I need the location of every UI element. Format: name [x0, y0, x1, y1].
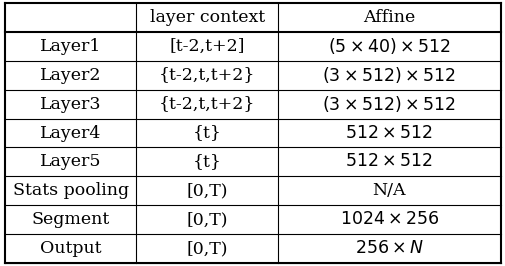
Text: [t-2,t+2]: [t-2,t+2] — [169, 38, 244, 55]
Text: N/A: N/A — [372, 182, 406, 200]
Text: Output: Output — [40, 240, 102, 257]
Text: $512 \times 512$: $512 \times 512$ — [345, 124, 432, 142]
Text: $(3 \times 512) \times 512$: $(3 \times 512) \times 512$ — [322, 65, 456, 85]
Text: Segment: Segment — [32, 211, 110, 228]
Text: Layer1: Layer1 — [40, 38, 101, 55]
Text: $256 \times N$: $256 \times N$ — [354, 240, 423, 257]
Text: $(5 \times 40) \times 512$: $(5 \times 40) \times 512$ — [327, 36, 450, 56]
Text: Layer5: Layer5 — [40, 153, 102, 171]
Text: Layer4: Layer4 — [40, 124, 101, 142]
Text: {t-2,t,t+2}: {t-2,t,t+2} — [159, 95, 255, 113]
Text: {t}: {t} — [192, 124, 221, 142]
Text: [0,T): [0,T) — [186, 211, 227, 228]
Text: $1024 \times 256$: $1024 \times 256$ — [339, 211, 438, 228]
Text: $(3 \times 512) \times 512$: $(3 \times 512) \times 512$ — [322, 94, 456, 114]
Text: [0,T): [0,T) — [186, 240, 227, 257]
Text: layer context: layer context — [149, 9, 264, 26]
Text: [0,T): [0,T) — [186, 182, 227, 200]
Text: $512 \times 512$: $512 \times 512$ — [345, 153, 432, 171]
Text: Layer3: Layer3 — [40, 95, 102, 113]
Text: {t-2,t,t+2}: {t-2,t,t+2} — [159, 66, 255, 84]
Text: Layer2: Layer2 — [40, 66, 102, 84]
Text: {t}: {t} — [192, 153, 221, 171]
Text: Stats pooling: Stats pooling — [13, 182, 129, 200]
Text: Affine: Affine — [363, 9, 415, 26]
